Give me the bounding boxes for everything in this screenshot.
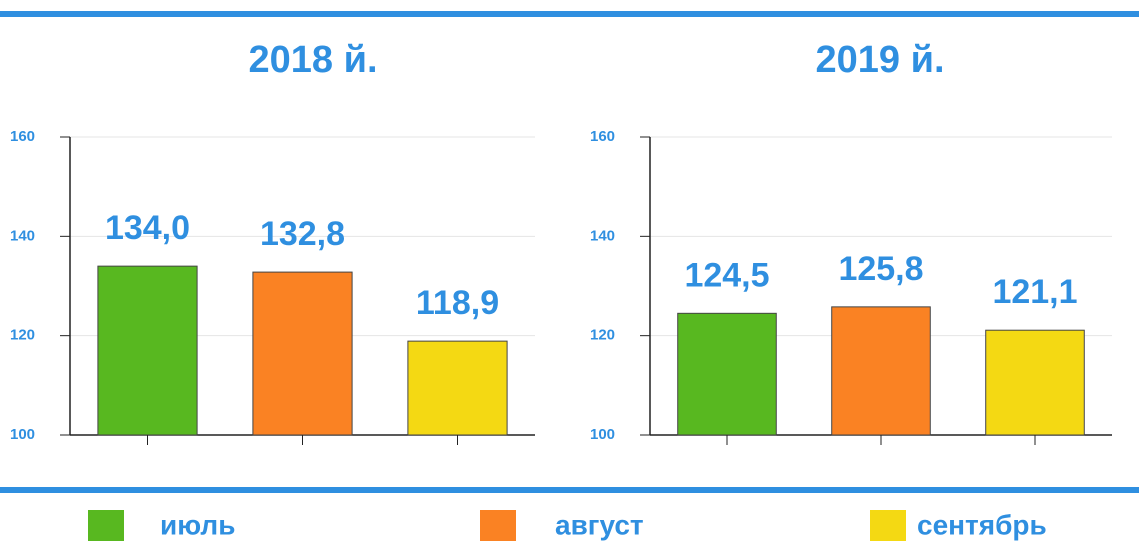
legend-swatch	[480, 510, 516, 541]
y-tick-label: 120	[10, 327, 35, 344]
bar	[407, 340, 508, 436]
value-label: 124,5	[684, 256, 769, 294]
y-tick-label: 120	[590, 327, 615, 344]
y-tick-label: 140	[590, 227, 615, 244]
chart-title: 2018 й.	[248, 39, 377, 81]
legend-swatch	[88, 510, 124, 541]
legend-label: сентябрь	[917, 509, 1047, 540]
bar	[985, 329, 1085, 436]
legend-swatch	[870, 510, 906, 541]
value-label: 134,0	[105, 209, 190, 247]
y-tick-label: 100	[10, 426, 35, 443]
top-rule	[0, 11, 1139, 17]
bar	[831, 306, 931, 436]
y-tick-label: 160	[590, 128, 615, 145]
y-tick-label: 140	[10, 227, 35, 244]
value-label: 118,9	[416, 284, 499, 322]
bar	[252, 271, 353, 436]
bar	[677, 312, 777, 436]
bar	[97, 265, 198, 436]
y-tick-label: 100	[590, 426, 615, 443]
legend-label: август	[555, 509, 644, 540]
y-tick-label: 160	[10, 128, 35, 145]
legend-label: июль	[160, 509, 235, 540]
chart-title: 2019 й.	[815, 39, 944, 81]
bottom-rule	[0, 487, 1139, 493]
value-label: 132,8	[260, 215, 345, 253]
value-label: 125,8	[838, 250, 923, 288]
value-label: 121,1	[992, 273, 1077, 311]
